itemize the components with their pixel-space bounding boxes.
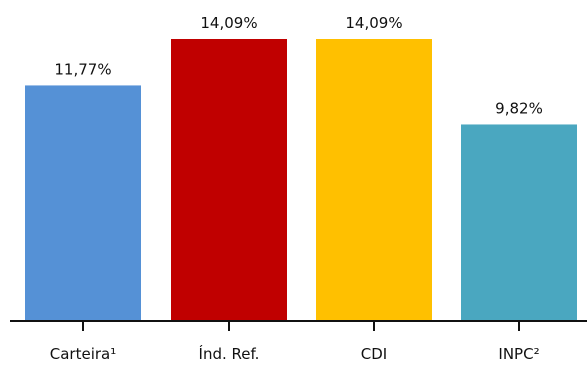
bar-3: [461, 124, 577, 322]
x-ticks-layer: Carteira¹ Índ. Ref. CDI INPC²: [50, 321, 540, 363]
x-tick-label-2: CDI: [361, 345, 387, 363]
value-label-1: 14,09%: [200, 14, 257, 32]
bar-2: [316, 39, 432, 321]
bars-layer: [25, 39, 577, 322]
bar-0: [25, 85, 141, 322]
value-label-2: 14,09%: [345, 14, 402, 32]
value-labels-layer: 11,77% 14,09% 14,09% 9,82%: [54, 14, 542, 117]
value-label-3: 9,82%: [495, 99, 543, 117]
x-tick-label-1: Índ. Ref.: [199, 344, 260, 363]
x-tick-label-0: Carteira¹: [50, 345, 116, 363]
x-tick-label-3: INPC²: [498, 345, 539, 363]
bar-1: [171, 39, 287, 321]
value-label-0: 11,77%: [54, 60, 111, 78]
